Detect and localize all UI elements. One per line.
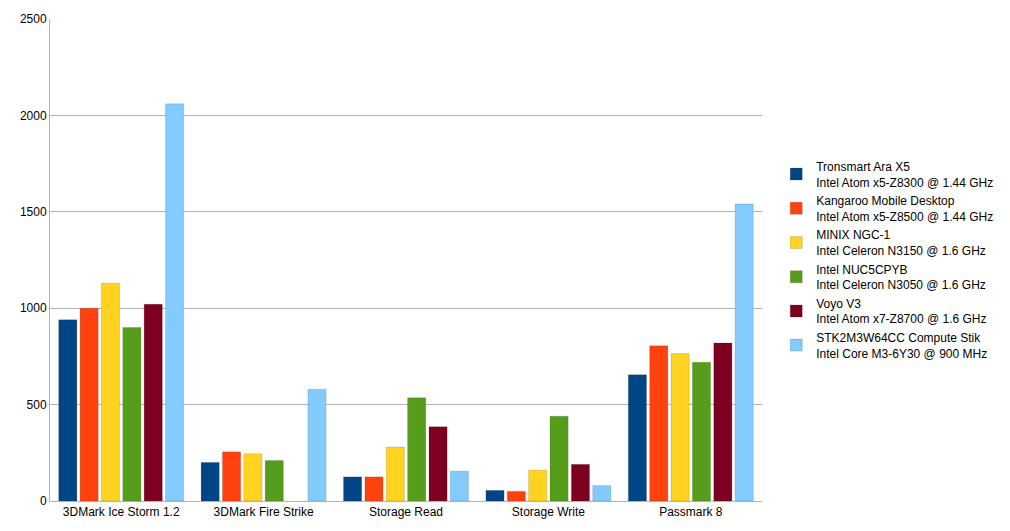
svg-text:3DMark Ice Storm 1.2: 3DMark Ice Storm 1.2 <box>63 505 180 519</box>
svg-text:Intel NUC5CPYBIntel Celeron N3: Intel NUC5CPYBIntel Celeron N3050 @ 1.6 … <box>816 263 986 293</box>
svg-text:1000: 1000 <box>20 301 47 315</box>
svg-text:Passmark 8: Passmark 8 <box>659 505 723 519</box>
svg-text:0: 0 <box>40 494 47 508</box>
svg-text:MINIX NGC-1Intel Celeron N3150: MINIX NGC-1Intel Celeron N3150 @ 1.6 GHz <box>816 228 986 258</box>
svg-text:STK2M3W64CC Compute StikIntel: STK2M3W64CC Compute StikIntel Core M3-6Y… <box>816 331 987 361</box>
svg-text:2000: 2000 <box>20 109 47 123</box>
svg-text:Tronsmart Ara X5Intel Atom x5-: Tronsmart Ara X5Intel Atom x5-Z8300 @ 1.… <box>816 160 993 190</box>
svg-text:Voyo V3Intel Atom x7-Z8700 @ 1: Voyo V3Intel Atom x7-Z8700 @ 1.6 GHz <box>816 297 986 327</box>
svg-text:2500: 2500 <box>20 12 47 26</box>
svg-text:3DMark Fire Strike: 3DMark Fire Strike <box>214 505 314 519</box>
svg-text:Storage Read: Storage Read <box>369 505 443 519</box>
svg-text:500: 500 <box>27 398 47 412</box>
svg-text:1500: 1500 <box>20 205 47 219</box>
svg-text:Kangaroo Mobile DesktopIntel A: Kangaroo Mobile DesktopIntel Atom x5-Z85… <box>816 194 993 224</box>
svg-text:Storage Write: Storage Write <box>512 505 585 519</box>
